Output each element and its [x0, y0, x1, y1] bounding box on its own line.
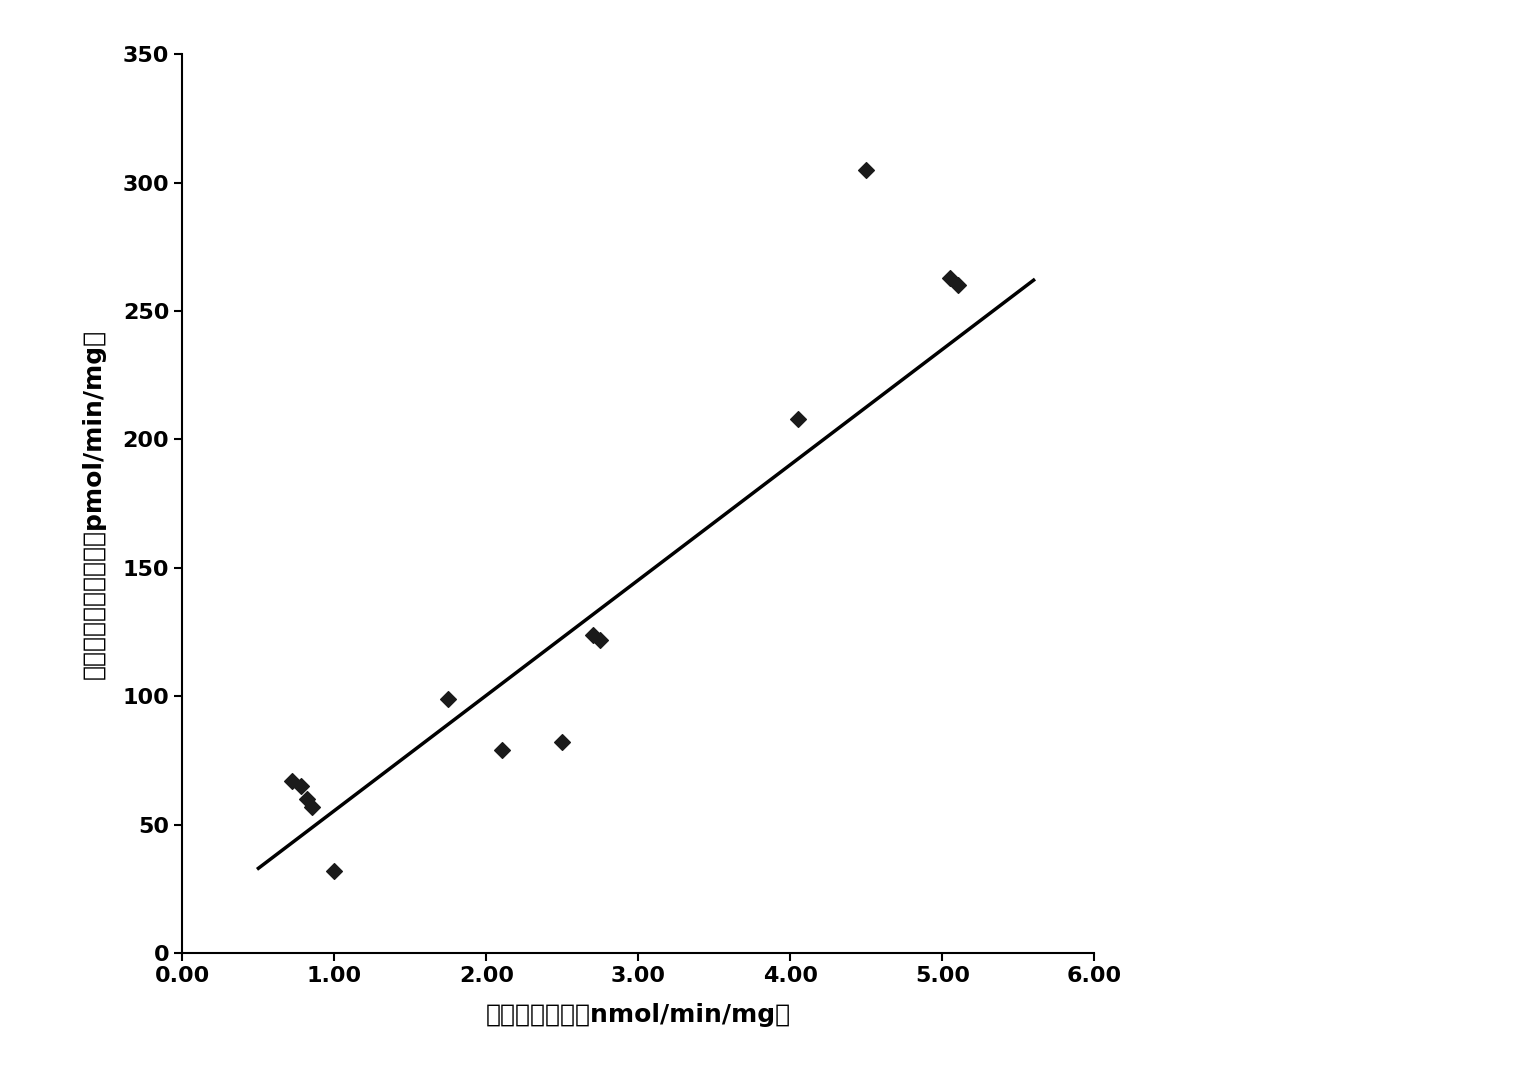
Point [289, 778, 313, 795]
Point [299, 798, 324, 815]
Point [581, 626, 605, 643]
Point [489, 742, 514, 759]
Point [945, 276, 970, 293]
Point [436, 690, 461, 707]
Point [295, 791, 319, 808]
Point [854, 161, 879, 179]
Point [322, 862, 347, 879]
Point [588, 631, 613, 649]
Point [938, 269, 962, 286]
Point [550, 734, 575, 752]
Point [280, 772, 304, 790]
X-axis label: 蕊酰代谢速率（nmol/min/mg）: 蕊酰代谢速率（nmol/min/mg） [486, 1003, 790, 1027]
Point [786, 410, 810, 428]
Y-axis label: 五味子甲素代谢速率（pmol/min/mg）: 五味子甲素代谢速率（pmol/min/mg） [82, 328, 106, 679]
